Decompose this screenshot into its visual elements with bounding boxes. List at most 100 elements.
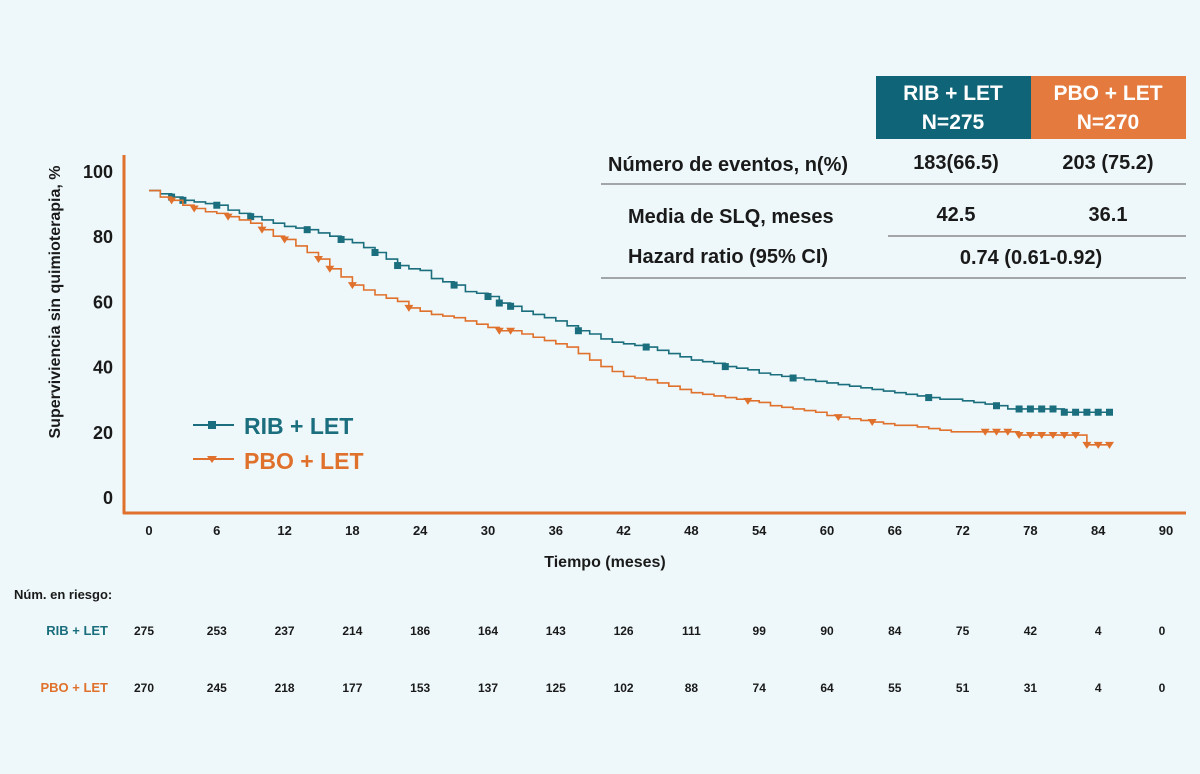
- censor-mark-rib: [721, 363, 729, 371]
- censor-mark-pbo: [743, 397, 753, 405]
- risk-cell: 4: [1095, 624, 1102, 638]
- censor-mark-rib: [925, 394, 933, 402]
- legend-marker-rib: [208, 421, 216, 429]
- x-tick-label: 54: [752, 523, 767, 538]
- row-events-label: Número de eventos, n(%): [608, 154, 848, 176]
- risk-cell: 275: [134, 624, 154, 638]
- censor-mark-pbo: [167, 197, 177, 205]
- censor-mark-pbo: [314, 256, 323, 264]
- risk-cell: 218: [275, 681, 295, 695]
- censor-mark-rib: [642, 343, 650, 351]
- risk-row-label-rib: RIB + LET: [46, 623, 108, 638]
- x-tick-label: 36: [549, 523, 563, 538]
- censor-mark-pbo: [1025, 432, 1035, 440]
- censor-mark-pbo: [1059, 432, 1069, 440]
- risk-cell: 153: [410, 681, 430, 695]
- x-tick-label: 0: [145, 523, 152, 538]
- censor-mark-pbo: [325, 265, 335, 273]
- row-events-pbo: 203 (75.2): [1062, 152, 1153, 174]
- censor-mark-rib: [371, 249, 379, 256]
- censor-mark-pbo: [992, 428, 1001, 436]
- row-median-rib: 42.5: [937, 204, 976, 226]
- x-tick-label: 18: [345, 523, 359, 538]
- censor-mark-pbo: [223, 213, 233, 221]
- plot-area: [149, 189, 1114, 449]
- x-tick-label: 42: [616, 523, 630, 538]
- header-pbo-cell: [1031, 76, 1186, 139]
- risk-cell: 42: [1024, 624, 1038, 638]
- censor-mark-rib: [213, 201, 221, 209]
- risk-cell: 99: [753, 624, 767, 638]
- censor-mark-rib: [247, 213, 255, 221]
- censor-mark-pbo: [1105, 441, 1114, 449]
- censor-mark-pbo: [1003, 428, 1013, 436]
- x-tick-label: 78: [1023, 523, 1037, 538]
- censor-mark-pbo: [189, 205, 199, 213]
- y-tick-label: 20: [93, 423, 113, 443]
- risk-cell: 270: [134, 681, 154, 695]
- legend-label-rib: RIB + LET: [244, 413, 353, 439]
- legend: RIB + LET PBO + LET: [193, 413, 364, 474]
- risk-cell: 64: [820, 681, 834, 695]
- y-tick-label: 100: [83, 162, 113, 182]
- risk-cell: 74: [753, 681, 767, 695]
- series-line-rib: [149, 189, 1110, 414]
- risk-cell: 31: [1024, 681, 1038, 695]
- row-hr-value: 0.74 (0.61-0.92): [960, 247, 1102, 269]
- censor-mark-pbo: [404, 304, 414, 312]
- censor-mark-pbo: [347, 282, 357, 290]
- censor-mark-pbo: [867, 419, 877, 427]
- censor-mark-pbo: [280, 236, 290, 244]
- censor-mark-rib: [1038, 405, 1046, 413]
- censor-mark-rib: [303, 226, 311, 234]
- risk-table-title: Núm. en riesgo:: [14, 587, 112, 602]
- censor-mark-rib: [337, 235, 345, 243]
- risk-cell: 125: [546, 681, 566, 695]
- x-tick-label: 30: [481, 523, 495, 538]
- censor-mark-rib: [1049, 405, 1057, 413]
- censor-mark-rib: [1083, 408, 1091, 416]
- risk-cell: 164: [478, 624, 498, 638]
- risk-cell: 245: [207, 681, 227, 695]
- censor-mark-rib: [507, 302, 515, 310]
- censor-mark-rib: [450, 281, 458, 289]
- risk-cell: 111: [682, 624, 701, 638]
- y-tick-label: 80: [93, 227, 113, 247]
- censor-mark-rib: [789, 374, 797, 382]
- y-tick-label: 60: [93, 292, 113, 312]
- risk-cell: 51: [956, 681, 970, 695]
- row-hr-label: Hazard ratio (95% CI): [628, 246, 828, 268]
- censor-mark-pbo: [257, 226, 267, 234]
- censor-mark-rib: [1106, 408, 1113, 416]
- risk-cell: 126: [614, 624, 634, 638]
- header-rib-name: RIB + LET: [903, 82, 1003, 105]
- censor-mark-pbo: [1048, 432, 1058, 440]
- x-tick-label: 60: [820, 523, 834, 538]
- risk-table: Núm. en riesgo: RIB + LET PBO + LET 275 2…: [14, 587, 1166, 695]
- censor-mark-pbo: [1037, 432, 1047, 440]
- summary-table: RIB + LET N=275 PBO + LET N=270 Número d…: [601, 76, 1186, 279]
- header-pbo-name: PBO + LET: [1053, 82, 1162, 105]
- censor-mark-rib: [394, 262, 402, 270]
- header-rib-n: N=275: [922, 111, 985, 134]
- risk-cell: 0: [1159, 624, 1166, 638]
- header-pbo-n: N=270: [1077, 111, 1139, 134]
- risk-cell: 186: [410, 624, 430, 638]
- censor-mark-pbo: [1082, 441, 1092, 449]
- risk-cell: 253: [207, 624, 227, 638]
- axes: 0 20 40 60 80 100 0 6 12 18 24 30 36 42 48 54 60 66 72 78 84…: [83, 155, 1186, 538]
- x-tick-label: 84: [1091, 523, 1106, 538]
- risk-cell: 4: [1095, 681, 1102, 695]
- censor-mark-rib: [495, 299, 503, 307]
- y-tick-label: 40: [93, 358, 113, 378]
- x-tick-label: 6: [213, 523, 220, 538]
- row-median-pbo: 36.1: [1089, 204, 1128, 226]
- censor-mark-rib: [1026, 405, 1034, 413]
- censor-mark-rib: [1060, 408, 1068, 416]
- x-tick-label: 24: [413, 523, 428, 538]
- x-tick-label: 66: [888, 523, 902, 538]
- censor-mark-pbo: [1014, 432, 1024, 440]
- censor-mark-pbo: [506, 327, 516, 335]
- y-tick-label: 0: [103, 488, 113, 508]
